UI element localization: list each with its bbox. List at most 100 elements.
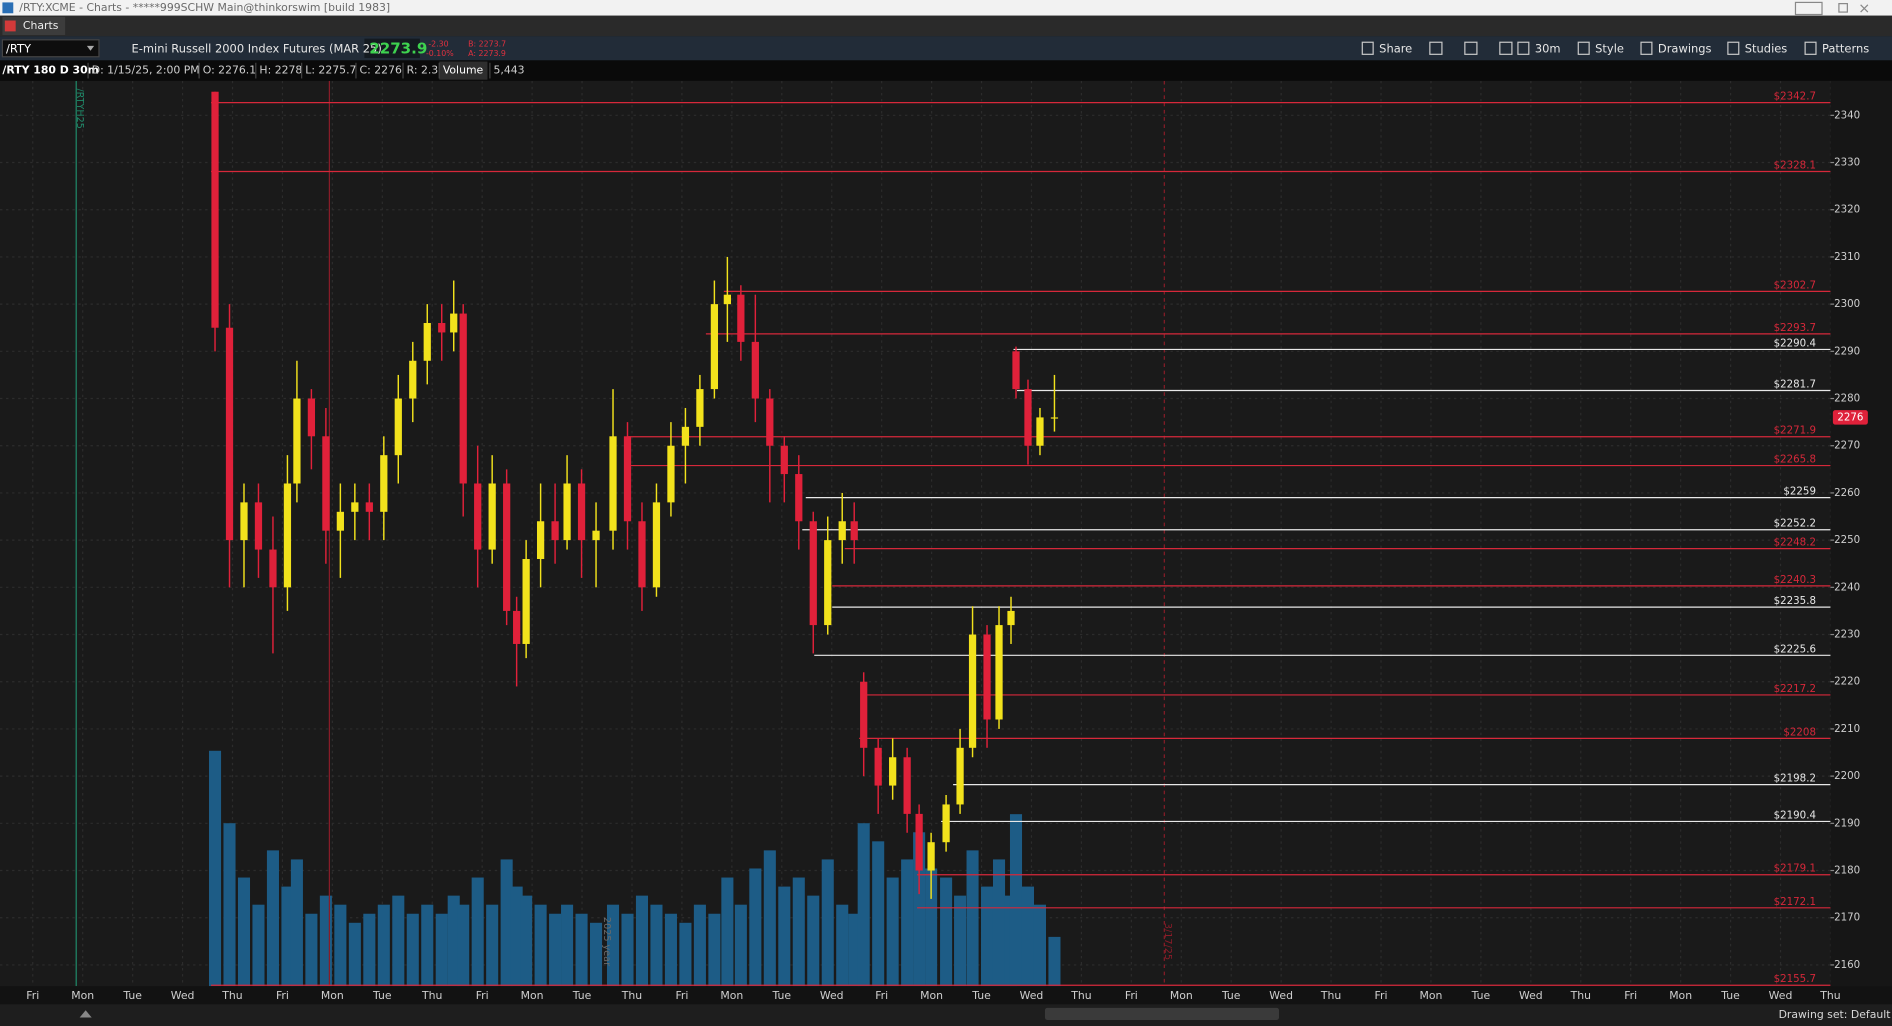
last-price-box [364, 38, 420, 58]
volume-bar [457, 904, 470, 987]
candle-body [860, 681, 868, 748]
toolbar-button[interactable]: Drawings [1658, 41, 1712, 55]
x-tick-label: Mon [920, 989, 943, 1002]
candle-body [459, 313, 467, 484]
volume-bar [925, 868, 938, 987]
toolbar-button[interactable]: Style [1595, 41, 1624, 55]
toolbar-icon[interactable] [1517, 41, 1530, 55]
volume-bar [650, 904, 663, 987]
toolbar-icon[interactable] [1804, 41, 1817, 55]
price-level-label: $2217.2 [1774, 683, 1816, 695]
volume-bar [1033, 904, 1047, 987]
toolbar-icon[interactable] [1727, 41, 1740, 55]
pin-button[interactable] [1860, 4, 1869, 13]
volume-bar [635, 895, 649, 987]
volume-bar [1048, 936, 1061, 987]
volume-bar [734, 904, 747, 987]
y-tick-label: 2210 [1834, 723, 1860, 735]
expand-button[interactable] [79, 1010, 92, 1018]
candle-body [889, 757, 897, 786]
title-bar [0, 0, 1892, 16]
volume-bar [848, 913, 861, 987]
toolbar-icon[interactable] [1464, 41, 1478, 55]
toolbar-icon[interactable] [1429, 41, 1443, 55]
x-tick-label: Tue [1221, 989, 1241, 1002]
volume-bar [500, 859, 513, 987]
candle-body [609, 436, 617, 531]
x-tick-label: Wed [1269, 989, 1293, 1002]
symbol-box[interactable] [1, 39, 100, 58]
candle-body [956, 747, 964, 805]
volume-bar [606, 904, 620, 987]
last-price: 2273.9 [369, 39, 427, 57]
scrollbar-thumb[interactable] [1044, 1007, 1280, 1020]
toolbar-icon[interactable] [1577, 41, 1590, 55]
price-level-label: $2235.8 [1774, 595, 1816, 607]
candle-body [809, 521, 817, 626]
candle-body [474, 483, 482, 550]
candle-body [1036, 417, 1044, 446]
volume-bar [792, 877, 805, 987]
x-tick-label: Thu [221, 989, 242, 1002]
charts-tab[interactable] [2, 16, 66, 36]
symbol-dropdown[interactable] [86, 45, 95, 51]
x-tick-label: Fri [1624, 989, 1637, 1002]
tab-icon [4, 20, 16, 32]
x-tick-label: Mon [521, 989, 544, 1002]
volume-bar [392, 895, 405, 987]
volume-bar [778, 886, 791, 987]
candle-body [536, 521, 545, 560]
toolbar-icon[interactable] [1640, 41, 1653, 55]
toolbar-icon[interactable] [1361, 41, 1374, 55]
x-tick-label: Wed [1519, 989, 1543, 1002]
volume-bar [435, 913, 448, 987]
info-close: C: 2276 [360, 64, 402, 77]
x-tick-label: Fri [26, 989, 39, 1002]
x-tick-label: Mon [1669, 989, 1692, 1002]
price-level-label: $2240.3 [1774, 574, 1816, 586]
x-tick-label: Fri [276, 989, 289, 1002]
volume-bar [223, 823, 236, 987]
candle-body [638, 521, 646, 588]
price-level-label: $2302.7 [1774, 279, 1816, 291]
annotation: 3/17/25 [1162, 923, 1173, 960]
toolbar-button[interactable]: Patterns [1822, 41, 1869, 55]
volume-bar [406, 913, 419, 987]
volume-bar [363, 913, 376, 987]
candle-body [850, 521, 858, 541]
x-tick-label: Fri [1375, 989, 1388, 1002]
candle-body [225, 327, 234, 541]
candle-body [915, 813, 923, 871]
toolbar-button[interactable]: 30m [1535, 41, 1561, 55]
volume-bar [693, 904, 706, 987]
price-level-label: $2252.2 [1774, 518, 1816, 530]
tab-label[interactable]: Charts [23, 19, 59, 32]
y-tick-label: 2200 [1834, 770, 1860, 782]
x-tick-label: Tue [1471, 989, 1491, 1002]
toolbar-button[interactable]: Share [1379, 41, 1412, 55]
toolbar [0, 36, 1892, 61]
last-price-label: 2276 [1837, 411, 1863, 423]
candle-body [423, 323, 431, 361]
volume-bar [763, 850, 776, 987]
candle-body [737, 294, 745, 342]
candle-body [283, 483, 292, 588]
toolbar-icon[interactable] [1499, 41, 1513, 55]
candle-body [322, 436, 330, 531]
symbol[interactable]: /RTY [6, 41, 32, 55]
volume-bar [334, 904, 347, 987]
candle-body [394, 398, 402, 456]
price-level-label: $2190.4 [1774, 809, 1816, 821]
window-button[interactable] [1794, 1, 1823, 16]
candle-body [968, 634, 977, 748]
maximize-button[interactable] [1838, 3, 1848, 13]
window-title: /RTY:XCME - Charts - *****999SCHW Main@t… [19, 1, 390, 14]
volume-bar [940, 877, 953, 987]
volume-bar [821, 859, 834, 987]
annotation: /RTYH25 [74, 88, 85, 129]
y-tick-label: 2300 [1834, 298, 1860, 310]
toolbar-button[interactable]: Studies [1745, 41, 1788, 55]
price-level-label: $2290.4 [1774, 337, 1816, 349]
candle-body [903, 757, 911, 814]
